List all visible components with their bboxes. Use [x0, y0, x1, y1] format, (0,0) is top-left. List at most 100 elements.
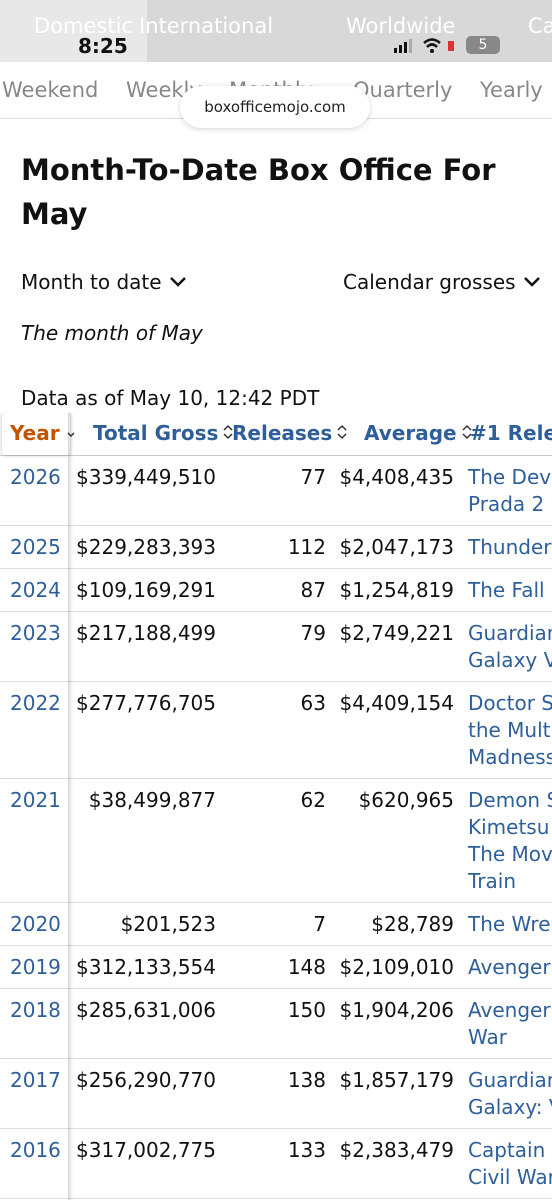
year-link[interactable]: 2019 [10, 955, 61, 979]
release-link[interactable]: Avenger [468, 955, 551, 979]
top-release: The Dev Prada 2 [468, 464, 551, 518]
year-link[interactable]: 2020 [10, 912, 61, 936]
year-header-bg [2, 413, 70, 455]
year-link[interactable]: 2021 [10, 788, 61, 812]
release-link[interactable]: Train [468, 869, 516, 893]
table-row: 2021 $38,499,877 62 $620,965 Demon S Kimetsu T… [0, 779, 552, 903]
table-row: 2022 $277,776,705 63 $4,409,154 Doctor S the … [0, 682, 552, 779]
release-link[interactable]: Civil War [468, 1165, 552, 1189]
column-header[interactable]: #1 Release [470, 420, 552, 447]
top-release: Guardian Galaxy: V [468, 1067, 552, 1121]
top-release: Guardian Galaxy V [468, 620, 552, 674]
year-cell: 2026 [10, 464, 61, 491]
sort-icon [223, 424, 233, 440]
releases: 7 [313, 912, 326, 936]
sort-icon [337, 424, 347, 440]
table-row: 2026 $339,449,510 77 $4,408,435 The Dev Prada… [0, 456, 552, 526]
release-link[interactable]: The Mov [468, 842, 552, 866]
sub-tab[interactable]: Yearly [480, 78, 543, 102]
top-release: Demon S Kimetsu The Mov Train [468, 787, 552, 895]
header-text: Releases [232, 421, 333, 445]
release-link[interactable]: Kimetsu [468, 815, 550, 839]
total-gross: $285,631,006 [76, 998, 216, 1022]
column-header[interactable]: Year [10, 420, 76, 447]
header-text: Average [364, 421, 457, 445]
year-link[interactable]: 2026 [10, 465, 61, 489]
column-header[interactable]: Average [364, 420, 473, 447]
sub-tab[interactable]: Quarterly [353, 78, 453, 102]
year-link[interactable]: 2022 [10, 691, 61, 715]
tab[interactable]: Cale [528, 14, 552, 38]
release-link[interactable]: Avenger [468, 998, 551, 1022]
release-link[interactable]: The Dev [468, 465, 552, 489]
releases: 63 [300, 691, 326, 715]
release-link[interactable]: Madness [468, 745, 552, 769]
tab[interactable]: International [139, 14, 274, 38]
releases: 62 [300, 788, 326, 812]
average: $2,047,173 [339, 535, 454, 559]
filter-label: Month to date [21, 270, 162, 294]
chevron [523, 277, 540, 287]
battery: 5 [466, 36, 500, 54]
table-row: 2020 $201,523 7 $28,789 The Wre [0, 903, 552, 946]
release-link[interactable]: Prada 2 [468, 492, 545, 516]
year-link[interactable]: 2024 [10, 578, 61, 602]
page-title: Month-To-Date Box Office For May [21, 153, 496, 231]
sub-tab[interactable]: Weekend [2, 78, 99, 102]
url-bar[interactable]: boxofficemojo.com [180, 86, 370, 128]
data-date: Data as of May 10, 12:42 PDT [21, 386, 320, 410]
total-gross: $256,290,770 [76, 1068, 216, 1092]
release-link[interactable]: Captain [468, 1138, 546, 1162]
average: $28,789 [371, 912, 454, 936]
tab[interactable]: Worldwide [346, 14, 456, 38]
top-release: Captain Civil War [468, 1137, 552, 1191]
top-release: The Wre [468, 911, 551, 938]
release-link[interactable]: Galaxy: V [468, 1095, 552, 1119]
table-row: 2018 $285,631,006 150 $1,904,206 Avenger War [0, 989, 552, 1059]
releases: 87 [300, 578, 326, 602]
average: $1,904,206 [339, 998, 454, 1022]
total-gross: $217,188,499 [76, 621, 216, 645]
year-cell: 2018 [10, 997, 61, 1024]
year-link[interactable]: 2017 [10, 1068, 61, 1092]
top-release: Avenger [468, 954, 551, 981]
status-icons [394, 38, 454, 53]
year-link[interactable]: 2016 [10, 1138, 61, 1162]
average: $1,857,179 [339, 1068, 454, 1092]
column-header[interactable]: Releases [232, 420, 348, 447]
release-link[interactable]: Thunder [468, 535, 552, 559]
year-cell: 2024 [10, 577, 61, 604]
year-cell: 2017 [10, 1067, 61, 1094]
release-link[interactable]: Guardian [468, 1068, 552, 1092]
release-link[interactable]: the Mult [468, 718, 551, 742]
releases: 77 [300, 465, 326, 489]
year-link[interactable]: 2018 [10, 998, 61, 1022]
year-link[interactable]: 2025 [10, 535, 61, 559]
release-link[interactable]: Guardian [468, 621, 552, 645]
release-link[interactable]: The Wre [468, 912, 551, 936]
top-release: The Fall [468, 577, 545, 604]
column-header[interactable]: Total Gross [93, 420, 234, 447]
total-gross: $229,283,393 [76, 535, 216, 559]
average: $4,408,435 [339, 465, 454, 489]
release-link[interactable]: The Fall [468, 578, 545, 602]
period: The month of May [21, 321, 203, 345]
releases: 133 [287, 1138, 326, 1162]
table-row: 2016 $317,002,775 133 $2,383,479 Captain Civi… [0, 1129, 552, 1199]
top-release: Avenger War [468, 997, 551, 1051]
release-link[interactable]: Doctor S [468, 691, 552, 715]
header-text: #1 Release [470, 421, 552, 445]
release-link[interactable]: War [468, 1025, 507, 1049]
tab[interactable]: Domestic [34, 14, 133, 38]
release-link[interactable]: Galaxy V [468, 648, 552, 672]
filter-dropdown[interactable]: Month to date [21, 270, 188, 294]
chevron [169, 277, 186, 287]
year-link[interactable]: 2023 [10, 621, 61, 645]
filter-label: Calendar grosses [343, 270, 516, 294]
total-gross: $201,523 [120, 912, 216, 936]
sticky-shadow [68, 413, 73, 1200]
release-link[interactable]: Demon S [468, 788, 552, 812]
filter-dropdown[interactable]: Calendar grosses [343, 270, 542, 294]
average: $2,383,479 [339, 1138, 454, 1162]
